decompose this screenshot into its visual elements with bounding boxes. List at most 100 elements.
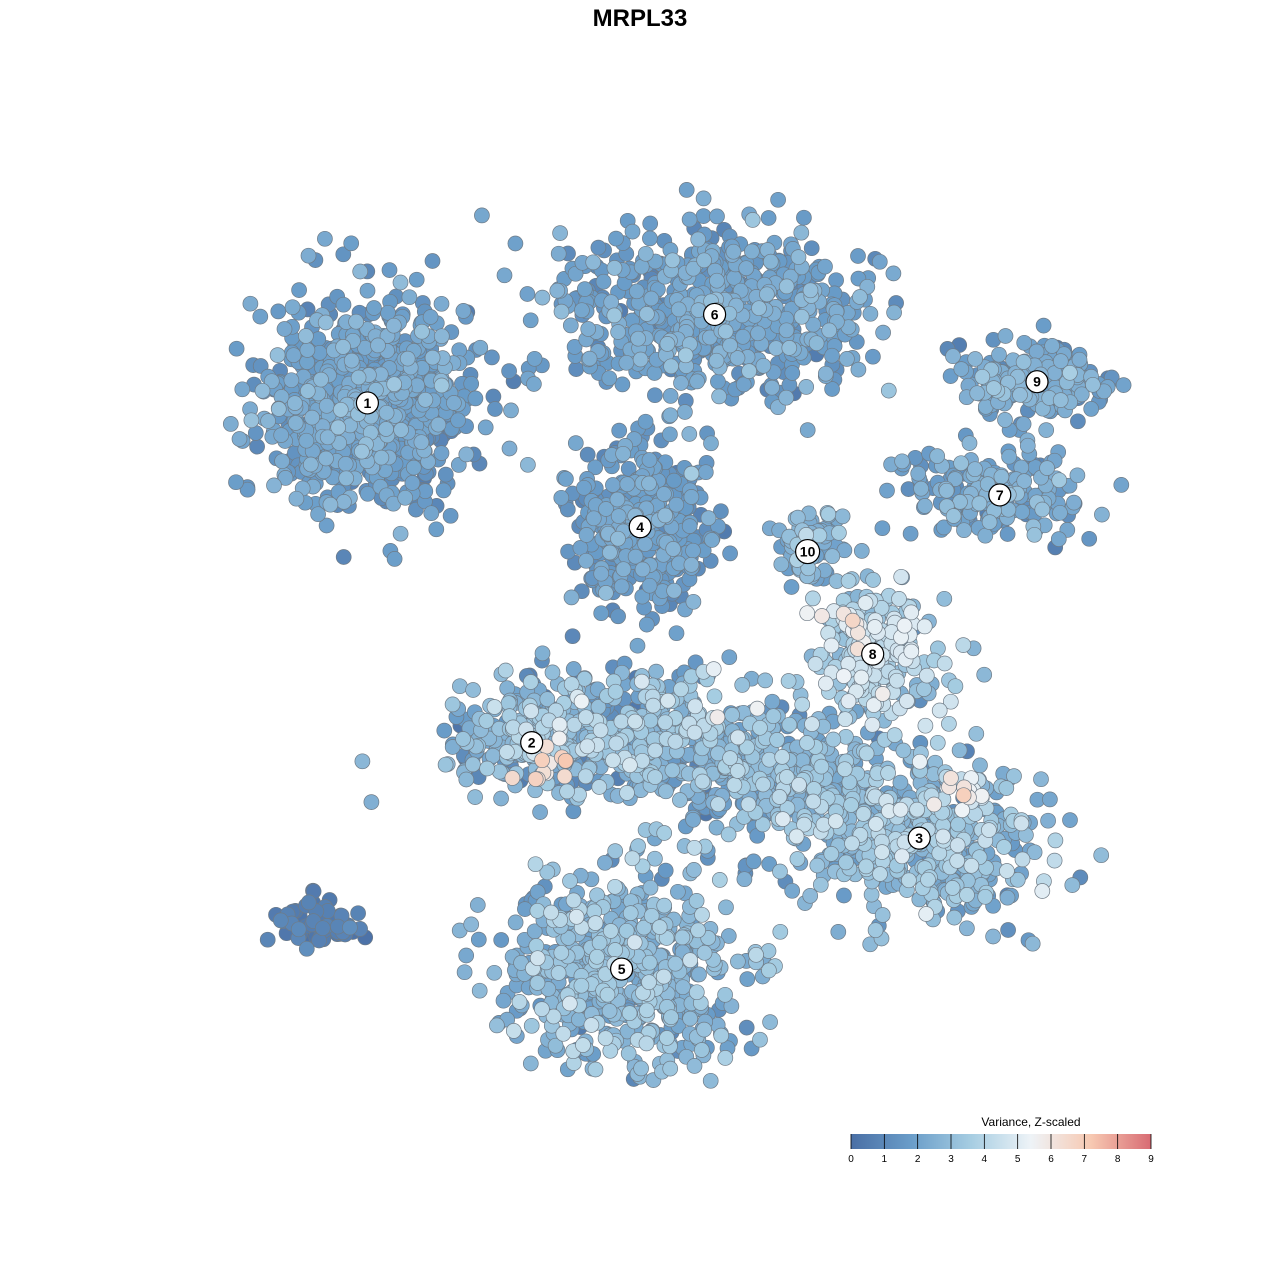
data-point <box>670 883 686 900</box>
data-point <box>945 348 961 365</box>
data-point <box>354 443 370 460</box>
data-point <box>639 306 655 322</box>
data-point <box>298 940 315 957</box>
data-point <box>343 235 360 252</box>
data-point <box>813 758 830 775</box>
data-point <box>234 381 251 398</box>
data-point <box>272 912 289 929</box>
data-point <box>891 591 907 607</box>
data-point <box>591 934 608 951</box>
data-point <box>865 572 881 588</box>
data-point <box>456 964 473 981</box>
data-point <box>840 573 857 589</box>
data-point <box>273 427 290 443</box>
data-point <box>638 1035 655 1052</box>
data-point <box>606 260 623 276</box>
data-point <box>852 289 868 305</box>
data-point <box>455 731 471 747</box>
data-point <box>322 496 339 513</box>
data-point <box>284 299 301 316</box>
data-point <box>830 924 847 940</box>
data-point <box>834 508 851 525</box>
data-point <box>889 672 905 689</box>
data-point <box>693 1042 710 1058</box>
data-point <box>748 946 764 963</box>
data-point <box>1050 531 1067 547</box>
data-point <box>337 456 354 472</box>
data-point <box>886 304 902 321</box>
data-point <box>667 733 684 750</box>
data-point <box>740 796 757 813</box>
data-point <box>959 920 975 937</box>
data-point <box>558 471 574 487</box>
data-point <box>694 773 711 790</box>
data-point <box>696 1021 712 1038</box>
data-point <box>798 379 815 395</box>
data-point <box>751 300 767 317</box>
data-point <box>614 376 631 393</box>
data-point <box>601 370 618 387</box>
data-point <box>435 482 452 499</box>
data-point <box>778 389 795 406</box>
data-point <box>330 419 347 436</box>
data-point <box>619 476 636 493</box>
data-point <box>597 1030 614 1047</box>
data-point <box>929 448 946 464</box>
data-point <box>675 979 691 996</box>
data-point <box>683 489 700 505</box>
data-point <box>392 274 409 291</box>
data-point <box>568 361 585 377</box>
data-point <box>393 422 409 438</box>
data-point <box>662 407 679 424</box>
data-point <box>520 456 536 473</box>
data-point <box>885 265 902 282</box>
data-point <box>974 368 991 385</box>
data-point <box>683 556 700 573</box>
data-point <box>522 312 539 329</box>
data-point <box>242 295 259 312</box>
data-point <box>270 303 287 320</box>
data-point <box>1064 877 1081 893</box>
data-point <box>350 905 366 922</box>
data-point <box>479 760 495 777</box>
data-point <box>414 323 430 340</box>
data-point <box>397 489 414 506</box>
data-point <box>606 307 623 324</box>
data-point <box>820 506 837 522</box>
data-point <box>677 404 693 420</box>
data-point <box>821 322 838 339</box>
data-point <box>697 464 714 481</box>
data-point <box>474 207 490 224</box>
data-point <box>744 243 760 260</box>
data-point <box>971 495 988 512</box>
data-point <box>505 719 521 736</box>
data-point <box>366 300 382 316</box>
data-point <box>610 608 626 625</box>
data-point <box>778 322 795 339</box>
data-point <box>595 273 612 290</box>
data-point <box>655 968 672 985</box>
data-point <box>781 340 798 356</box>
data-point <box>472 339 489 356</box>
data-point <box>761 751 778 768</box>
data-point <box>695 190 712 207</box>
data-point <box>850 248 866 264</box>
data-point <box>317 314 334 331</box>
data-point <box>917 498 933 514</box>
data-point <box>489 1017 505 1034</box>
data-point <box>228 340 245 357</box>
data-point <box>658 783 674 800</box>
data-point <box>685 542 701 559</box>
data-point <box>463 916 480 933</box>
data-point <box>963 857 980 874</box>
data-point <box>853 543 870 559</box>
data-point <box>770 191 786 208</box>
data-point <box>1026 526 1043 543</box>
data-point <box>423 505 440 522</box>
data-point <box>298 432 315 449</box>
data-point <box>615 445 631 462</box>
data-point <box>392 525 409 542</box>
data-point <box>941 715 957 732</box>
data-point <box>619 785 635 801</box>
data-point <box>745 853 762 870</box>
